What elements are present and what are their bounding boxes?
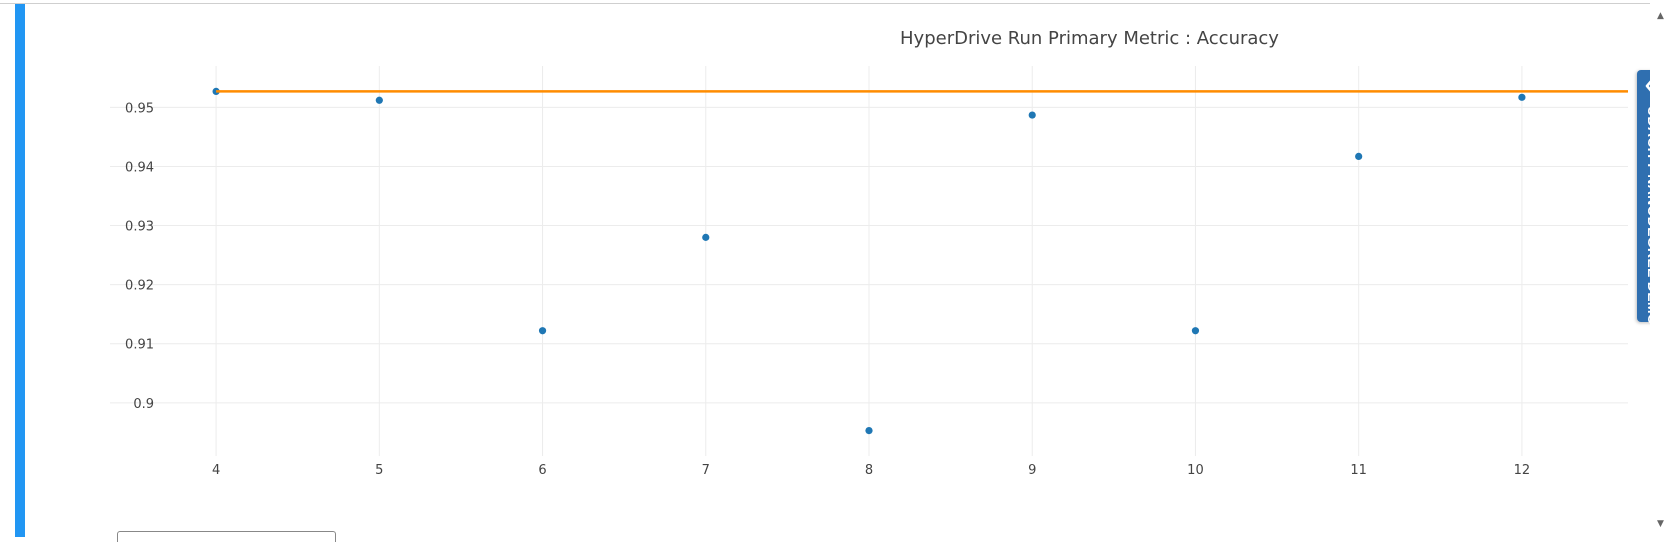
vertical-scrollbar[interactable]: ▲ ▼ bbox=[1650, 4, 1671, 537]
x-tick-label: 9 bbox=[1028, 463, 1036, 478]
accent-bar bbox=[15, 4, 25, 537]
grid-layer bbox=[110, 66, 1628, 456]
accuracy-point[interactable] bbox=[375, 96, 383, 104]
x-tick-label: 12 bbox=[1514, 463, 1531, 478]
y-tick-label: 0.92 bbox=[125, 279, 154, 294]
y-tick-label: 0.91 bbox=[125, 338, 154, 353]
y-tick-label: 0.9 bbox=[133, 397, 154, 412]
chart-title: HyperDrive Run Primary Metric : Accuracy bbox=[900, 28, 1279, 49]
accuracy-point[interactable] bbox=[865, 426, 873, 435]
accuracy-point[interactable] bbox=[1191, 327, 1200, 335]
y-tick-label: 0.95 bbox=[125, 101, 154, 116]
scatter-chart: 4 5 6 7 8 9 10 11 12 0.9 0.91 0.92 0.93 0.94 0.95 bbox=[110, 66, 1628, 478]
frame-top-border bbox=[0, 3, 1650, 4]
series-layer bbox=[212, 87, 1628, 435]
x-tick-label: 10 bbox=[1187, 463, 1204, 478]
x-tick-label: 11 bbox=[1350, 463, 1367, 478]
y-tick-label: 0.93 bbox=[125, 220, 154, 235]
y-tick-label: 0.94 bbox=[125, 160, 154, 175]
scroll-up-arrow-icon[interactable]: ▲ bbox=[1657, 11, 1664, 21]
x-tick-label: 6 bbox=[538, 463, 546, 478]
accuracy-point[interactable] bbox=[1028, 111, 1036, 119]
accuracy-point[interactable] bbox=[538, 327, 547, 335]
x-tick-label: 8 bbox=[865, 463, 873, 478]
accuracy-point[interactable] bbox=[1518, 93, 1526, 101]
x-tick-label: 7 bbox=[702, 463, 710, 478]
tick-labels: 4 5 6 7 8 9 10 11 12 0.9 0.91 0.92 0.93 0.94 0.95 bbox=[125, 101, 1530, 478]
x-tick-label: 5 bbox=[375, 463, 383, 478]
accuracy-point[interactable] bbox=[702, 233, 710, 241]
accuracy-point[interactable] bbox=[1355, 152, 1363, 161]
scroll-down-arrow-icon[interactable]: ▼ bbox=[1657, 519, 1664, 529]
x-tick-label: 4 bbox=[212, 463, 220, 478]
